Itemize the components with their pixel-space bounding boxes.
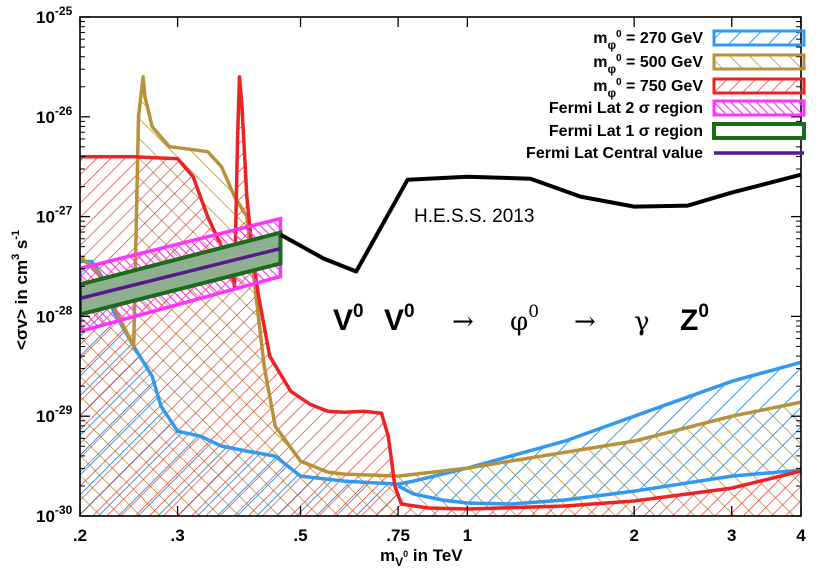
legend: mφ0 = 270 GeV mφ0 = 500 GeV mφ0 = 750 Ge… xyxy=(526,29,806,162)
fermi-layer xyxy=(80,216,283,334)
annotation-phi: φ0 xyxy=(510,302,539,337)
plot-frame xyxy=(79,16,802,517)
legend-swatch-fermi-1sigma xyxy=(712,122,806,140)
hess-label: H.E.S.S. 2013 xyxy=(414,206,534,227)
ticks-layer: .2 .3 .5 .75 1 2 3 4 10-30 10-29 10-28 10-27 10-26 10… xyxy=(36,4,806,545)
annotation-arrow1: → xyxy=(452,307,474,337)
series-area-2 xyxy=(80,76,801,516)
y-tick-label: 10-28 xyxy=(36,303,73,326)
legend-label-fermi-central: Fermi Lat Central value xyxy=(526,145,703,162)
x-tick-label: 2 xyxy=(629,526,638,545)
legend-label-500: mφ0 = 500 GeV xyxy=(593,53,703,76)
annotation-gamma: γ xyxy=(634,307,650,337)
series-upper-line-1 xyxy=(80,75,801,478)
process-annotation: V0 V0 → φ0 → γ Z0 xyxy=(333,301,709,337)
x-tick-label: .75 xyxy=(386,526,410,545)
y-axis-label: <σv> in cm3 s-1 xyxy=(10,230,31,350)
x-tick-label: 4 xyxy=(796,526,806,545)
annotation-arrow2: → xyxy=(574,307,596,337)
hess-layer xyxy=(279,172,801,274)
hess-limit-line xyxy=(279,172,801,274)
legend-swatch-fermi-2sigma xyxy=(712,99,806,117)
legend-swatch-750 xyxy=(712,77,806,95)
fermi-central-line xyxy=(80,246,281,301)
y-tick-label: 10-27 xyxy=(36,204,73,227)
legend-label-fermi-2sigma: Fermi Lat 2 σ region xyxy=(549,100,703,117)
annotation-v2: V0 xyxy=(384,301,415,337)
legend-label-fermi-1sigma: Fermi Lat 1 σ region xyxy=(549,123,703,140)
y-tick-label: 10-25 xyxy=(36,4,73,27)
annotation-z: Z0 xyxy=(680,301,709,337)
y-tick-label: 10-30 xyxy=(36,503,73,526)
x-axis-label: mV0 in TeV xyxy=(380,546,463,569)
x-tick-label: .5 xyxy=(293,526,307,545)
y-tick-label: 10-29 xyxy=(36,403,73,426)
y-tick-label: 10-26 xyxy=(36,104,73,127)
x-tick-label: .3 xyxy=(170,526,184,545)
annotation-v1: V0 xyxy=(333,301,364,337)
x-tick-label: 3 xyxy=(727,526,736,545)
legend-label-750: mφ0 = 750 GeV xyxy=(593,77,703,100)
legend-swatch-500 xyxy=(712,53,806,71)
series-lower-line-0 xyxy=(397,468,801,506)
legend-swatch-270 xyxy=(712,29,806,47)
fermi-2sigma-outline xyxy=(80,216,283,334)
legend-label-270: mφ0 = 270 GeV xyxy=(593,29,703,52)
x-tick-label: .2 xyxy=(73,526,87,545)
x-tick-label: 1 xyxy=(463,526,472,545)
